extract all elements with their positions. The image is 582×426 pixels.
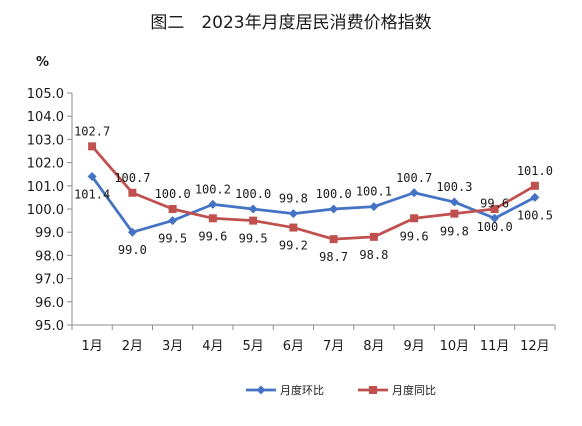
x-tick-label: 7月 bbox=[323, 339, 344, 354]
data-label: 100.7 bbox=[396, 171, 432, 185]
data-point bbox=[88, 142, 97, 151]
data-label: 99.0 bbox=[118, 243, 147, 257]
data-label: 102.7 bbox=[74, 124, 110, 138]
data-label: 100.0 bbox=[477, 220, 513, 234]
data-point bbox=[168, 205, 177, 213]
y-tick-label: 103.0 bbox=[27, 133, 64, 148]
y-tick-label: 98.0 bbox=[35, 249, 64, 264]
x-tick-label: 10月 bbox=[440, 339, 470, 354]
data-label: 98.7 bbox=[319, 250, 348, 264]
data-label: 101.0 bbox=[517, 164, 553, 178]
y-tick-label: 105.0 bbox=[27, 87, 64, 102]
data-label: 100.3 bbox=[436, 180, 472, 194]
data-point bbox=[87, 172, 97, 182]
y-tick-label: 101.0 bbox=[27, 180, 64, 195]
data-point bbox=[168, 216, 178, 226]
x-tick-label: 12月 bbox=[520, 339, 550, 354]
data-label: 99.5 bbox=[158, 232, 187, 246]
data-point bbox=[369, 232, 378, 241]
y-tick-label: 95.0 bbox=[35, 319, 64, 334]
data-point bbox=[329, 235, 338, 244]
data-point bbox=[530, 192, 540, 202]
legend-label: 月度环比 bbox=[280, 383, 324, 397]
legend-marker bbox=[369, 386, 377, 394]
data-point bbox=[208, 199, 218, 209]
data-point bbox=[329, 204, 339, 214]
data-point bbox=[249, 216, 258, 225]
y-unit-label: % bbox=[36, 55, 49, 70]
data-point bbox=[409, 188, 419, 198]
y-tick-label: 99.0 bbox=[35, 226, 64, 241]
x-tick-label: 3月 bbox=[162, 339, 183, 354]
legend-label: 月度同比 bbox=[392, 383, 436, 397]
y-tick-label: 100.0 bbox=[27, 203, 64, 218]
data-label: 100.0 bbox=[235, 187, 271, 201]
data-label: 101.4 bbox=[74, 188, 110, 202]
data-label: 100.0 bbox=[155, 187, 191, 201]
data-point bbox=[127, 227, 137, 237]
y-tick-label: 96.0 bbox=[35, 296, 64, 311]
data-point bbox=[450, 209, 459, 218]
data-label: 100.2 bbox=[195, 182, 231, 196]
x-tick-label: 5月 bbox=[242, 339, 263, 354]
data-point bbox=[208, 214, 217, 223]
x-tick-label: 11月 bbox=[480, 339, 510, 354]
data-point bbox=[289, 223, 298, 232]
data-point bbox=[449, 197, 459, 207]
data-label: 99.8 bbox=[279, 192, 308, 206]
data-point bbox=[410, 214, 419, 223]
x-tick-label: 6月 bbox=[283, 339, 304, 354]
legend: 月度环比 月度同比 bbox=[246, 383, 436, 397]
data-label: 99.6 bbox=[198, 229, 227, 243]
series-layer bbox=[87, 142, 540, 244]
y-tick-label: 97.0 bbox=[35, 273, 64, 288]
x-tick-label: 1月 bbox=[81, 339, 102, 354]
y-tick-label: 102.0 bbox=[27, 157, 64, 172]
data-label: 99.8 bbox=[440, 225, 469, 239]
axes: 95.0 96.0 97.0 98.0 99.0 100.0 101.0 102.0 103.0… bbox=[27, 87, 556, 354]
data-label: 100.1 bbox=[356, 185, 392, 199]
data-point bbox=[248, 204, 258, 214]
x-tick-label: 2月 bbox=[122, 339, 143, 354]
data-point bbox=[128, 188, 137, 197]
data-point bbox=[490, 213, 500, 223]
data-label: 100.5 bbox=[517, 208, 553, 222]
data-point bbox=[530, 181, 539, 190]
data-point bbox=[369, 202, 379, 212]
series-line-yoy bbox=[91, 145, 536, 241]
series-line-mom bbox=[91, 175, 536, 234]
data-label: 100.7 bbox=[114, 171, 150, 185]
x-tick-label: 9月 bbox=[403, 339, 424, 354]
data-label: 99.6 bbox=[400, 229, 429, 243]
data-label: 100.0 bbox=[316, 187, 352, 201]
data-point bbox=[288, 209, 298, 219]
data-label: 99.5 bbox=[239, 232, 268, 246]
chart-title: 图二 2023年月度居民消费价格指数 bbox=[150, 13, 431, 33]
data-label: 98.8 bbox=[359, 248, 388, 262]
data-point bbox=[490, 205, 499, 213]
x-tick-label: 8月 bbox=[363, 339, 384, 354]
legend-marker bbox=[256, 385, 266, 395]
data-labels: 101.4 99.0 99.5 100.2 100.0 99.8 100.0 100.1 100… bbox=[74, 124, 553, 264]
data-label: 99.6 bbox=[480, 196, 509, 210]
y-tick-label: 104.0 bbox=[27, 110, 64, 125]
data-label: 99.2 bbox=[279, 239, 308, 253]
x-tick-label: 4月 bbox=[202, 339, 223, 354]
